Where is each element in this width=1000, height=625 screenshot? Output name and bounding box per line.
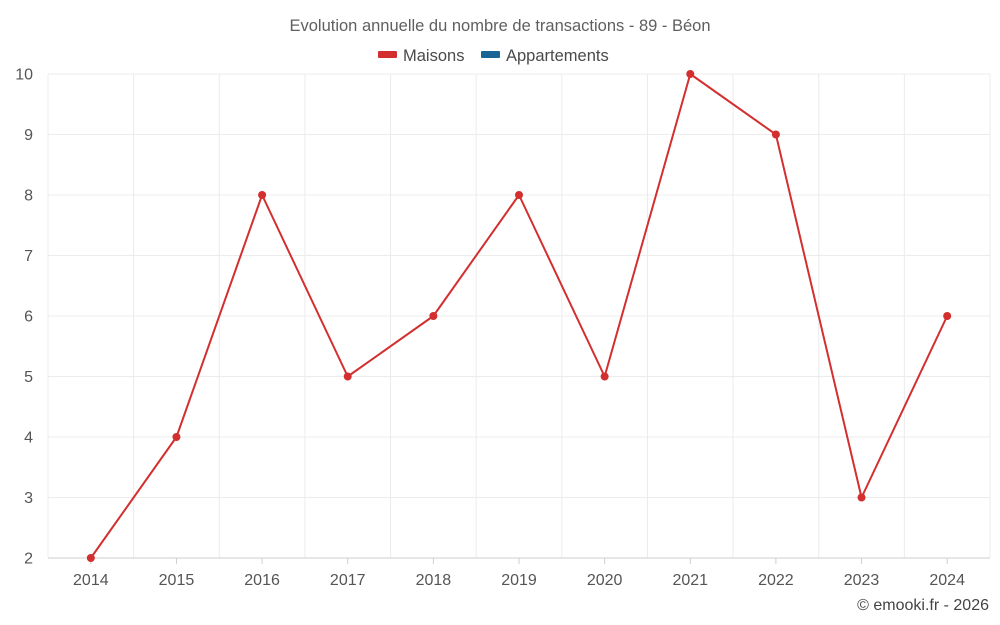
data-point[interactable] <box>686 70 695 78</box>
data-point[interactable] <box>258 191 267 199</box>
data-point[interactable] <box>600 372 609 381</box>
legend-label-appartements: Appartements <box>506 47 609 65</box>
x-tick-label: 2016 <box>244 572 280 589</box>
x-tick-label: 2020 <box>587 572 623 589</box>
data-point[interactable] <box>943 312 952 320</box>
y-tick-label: 5 <box>24 369 33 386</box>
data-point[interactable] <box>771 130 780 139</box>
x-tick-label: 2015 <box>159 572 195 589</box>
y-tick-label: 8 <box>24 188 33 205</box>
y-tick-label: 10 <box>15 67 33 84</box>
x-tick-label: 2024 <box>929 572 965 589</box>
x-tick-label: 2023 <box>844 572 880 589</box>
legend: Maisons Appartements <box>378 47 609 65</box>
data-point[interactable] <box>172 433 181 441</box>
legend-swatch-appartements <box>481 51 500 58</box>
credit-text: © emooki.fr - 2026 <box>857 597 989 614</box>
data-point[interactable] <box>343 372 352 381</box>
legend-item-appartements[interactable]: Appartements <box>481 47 609 65</box>
y-tick-label: 3 <box>24 490 33 507</box>
x-tick-label: 2022 <box>758 572 794 589</box>
data-point[interactable] <box>429 312 438 320</box>
legend-swatch-maisons <box>378 51 397 58</box>
x-tick-labels: 2014 2015 2016 2017 2018 2019 2020 2021 2022 2023… <box>73 572 965 589</box>
y-tick-label: 7 <box>24 248 33 265</box>
y-tick-label: 2 <box>24 551 33 568</box>
series <box>86 70 952 562</box>
data-point[interactable] <box>857 493 866 502</box>
legend-label-maisons: Maisons <box>403 47 464 65</box>
axes <box>48 557 990 564</box>
y-tick-label: 4 <box>24 430 33 447</box>
x-tick-label: 2019 <box>501 572 537 589</box>
data-point[interactable] <box>86 554 95 562</box>
x-tick-label: 2014 <box>73 572 109 589</box>
y-tick-labels: 2 3 4 5 6 7 8 9 10 <box>15 67 33 568</box>
y-tick-label: 9 <box>24 127 33 144</box>
series-maisons <box>86 70 952 562</box>
x-tick-label: 2017 <box>330 572 366 589</box>
x-tick-label: 2018 <box>416 572 452 589</box>
chart-title: Evolution annuelle du nombre de transact… <box>289 17 710 35</box>
grid <box>47 73 991 558</box>
data-point[interactable] <box>515 191 523 199</box>
y-tick-label: 6 <box>24 309 33 326</box>
legend-item-maisons[interactable]: Maisons <box>378 47 464 65</box>
x-tick-label: 2021 <box>672 572 708 589</box>
